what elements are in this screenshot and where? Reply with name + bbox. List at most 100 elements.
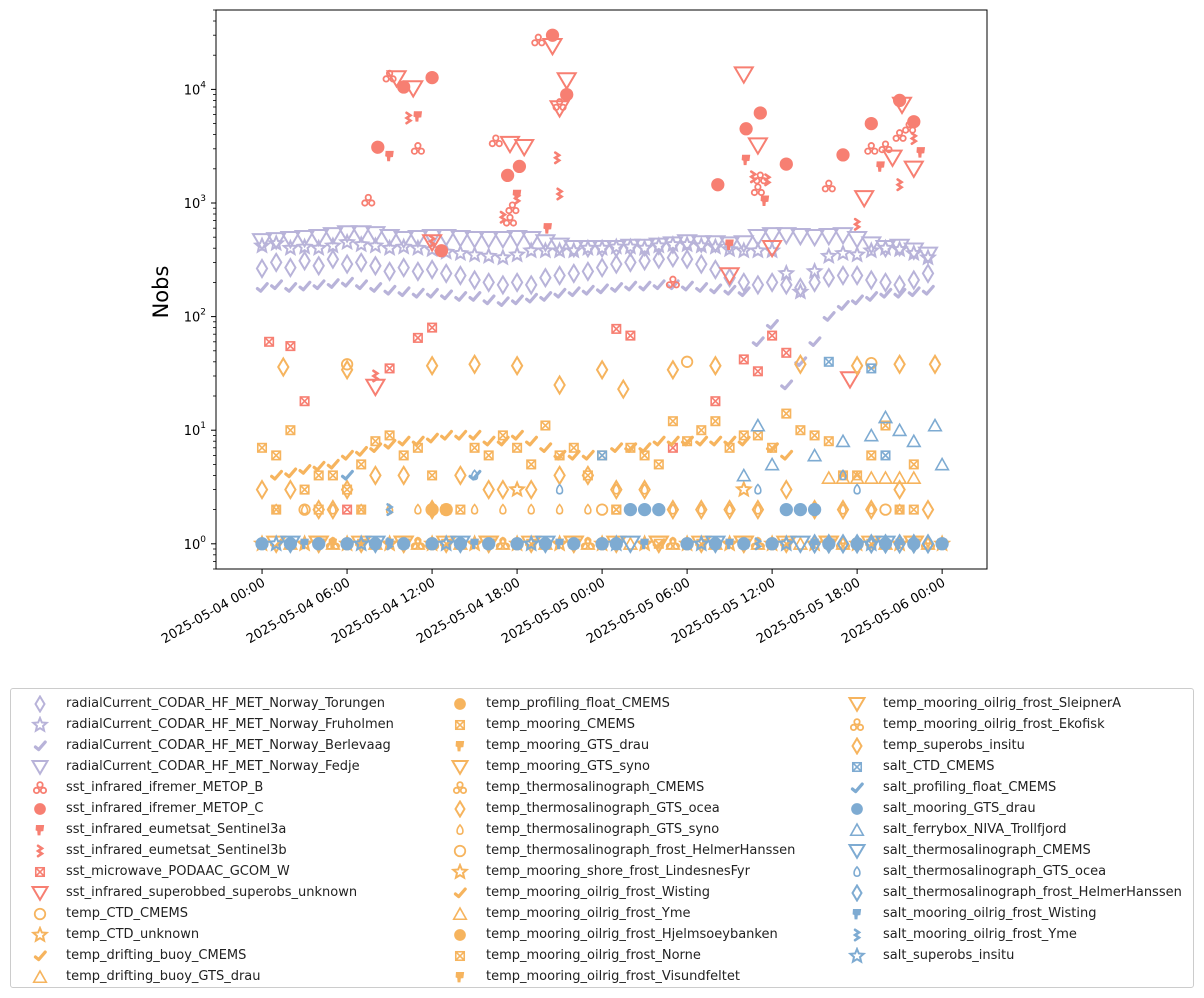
data-point xyxy=(500,168,515,183)
legend-marker-icon xyxy=(454,719,466,730)
data-point xyxy=(553,464,566,486)
data-point xyxy=(402,80,424,99)
data-point xyxy=(737,271,751,293)
data-point xyxy=(847,245,867,263)
data-point xyxy=(850,533,864,555)
data-point xyxy=(680,355,694,368)
data-point xyxy=(525,435,539,447)
data-point xyxy=(780,449,794,461)
data-point xyxy=(927,417,943,432)
series-salt_mooring_oilrig_frost_Yme xyxy=(385,503,763,551)
data-point xyxy=(725,503,734,515)
data-point xyxy=(281,238,300,256)
data-point xyxy=(425,537,439,551)
data-point xyxy=(823,356,834,367)
data-point xyxy=(760,195,770,206)
data-point xyxy=(751,336,765,347)
legend-marker-icon xyxy=(34,802,46,815)
data-point xyxy=(748,241,768,259)
data-point xyxy=(866,363,877,374)
data-point xyxy=(425,70,439,85)
data-point xyxy=(752,366,763,377)
legend-item: sst_infrared_ifremer_METOP_B xyxy=(23,777,394,798)
legend-label: sst_infrared_eumetsat_Sentinel3a xyxy=(66,822,287,837)
data-point xyxy=(506,229,528,249)
data-point xyxy=(921,533,935,555)
data-point xyxy=(633,238,656,258)
data-point xyxy=(285,425,296,436)
legend-label: temp_mooring_oilrig_frost_Hjelmsoeybanke… xyxy=(486,927,778,942)
data-point xyxy=(808,336,822,347)
legend-marker-icon xyxy=(452,780,468,794)
legend-label: sst_infrared_ifremer_METOP_C xyxy=(66,801,264,816)
data-point xyxy=(299,396,310,407)
data-point xyxy=(805,261,824,280)
data-point xyxy=(611,504,622,515)
legend-item: temp_mooring_oilrig_frost_Ekofisk xyxy=(840,714,1182,735)
data-point xyxy=(833,243,853,262)
legend-marker-icon xyxy=(455,740,465,751)
legend-label: temp_CTD_unknown xyxy=(66,927,200,942)
data-point xyxy=(548,237,571,256)
data-point xyxy=(555,187,564,201)
data-point xyxy=(765,271,779,293)
data-point xyxy=(342,504,353,515)
legend-marker-icon xyxy=(850,782,864,793)
data-point xyxy=(468,291,482,302)
data-point xyxy=(356,459,367,470)
data-point xyxy=(337,232,357,251)
data-point xyxy=(427,234,437,248)
legend-label: temp_thermosalinograph_GTS_ocea xyxy=(486,801,720,816)
data-point xyxy=(764,456,780,471)
plot-frame xyxy=(215,9,988,570)
legend-item: radialCurrent_CODAR_HF_MET_Norway_Berlev… xyxy=(23,735,394,756)
data-point xyxy=(495,537,510,550)
data-point xyxy=(364,535,387,554)
legend-marker-icon xyxy=(453,844,467,857)
data-point xyxy=(271,450,282,461)
data-point xyxy=(822,311,836,322)
data-point xyxy=(329,503,337,515)
data-point xyxy=(864,142,879,155)
data-point xyxy=(751,499,765,521)
legend-item: sst_microwave_PODAAC_GCOM_W xyxy=(23,861,394,882)
data-point xyxy=(625,442,636,453)
legend-marker-icon xyxy=(454,799,466,818)
data-point xyxy=(555,72,578,91)
data-point xyxy=(895,538,904,550)
legend-marker-icon xyxy=(454,928,466,941)
data-point xyxy=(695,282,709,293)
data-point xyxy=(879,271,892,293)
data-point xyxy=(865,291,879,302)
data-point xyxy=(789,227,812,247)
data-point xyxy=(479,246,498,264)
data-point xyxy=(397,286,411,298)
data-point xyxy=(648,535,670,554)
data-point xyxy=(407,229,429,249)
data-point xyxy=(284,257,297,279)
data-point xyxy=(454,265,467,286)
data-point xyxy=(313,504,324,515)
legend-marker-icon xyxy=(454,950,466,961)
data-point xyxy=(340,276,354,288)
data-point xyxy=(552,151,562,165)
data-point xyxy=(739,122,753,136)
data-point xyxy=(666,435,680,447)
data-point xyxy=(666,247,680,269)
data-point xyxy=(723,267,736,289)
legend-marker-icon xyxy=(30,715,50,733)
data-point xyxy=(567,537,581,551)
data-point xyxy=(385,70,408,89)
data-point xyxy=(733,235,755,254)
legend-marker-icon xyxy=(33,740,47,751)
data-point xyxy=(340,469,354,481)
y-axis: 100 101 102 103 104 xyxy=(184,9,216,570)
data-point xyxy=(767,442,778,453)
data-point xyxy=(877,409,894,424)
legend-item: temp_thermosalinograph_GTS_ocea xyxy=(443,798,795,819)
data-point xyxy=(637,502,652,517)
data-point xyxy=(568,442,579,453)
data-point xyxy=(534,234,557,253)
data-point xyxy=(264,336,275,347)
data-point xyxy=(525,292,539,304)
